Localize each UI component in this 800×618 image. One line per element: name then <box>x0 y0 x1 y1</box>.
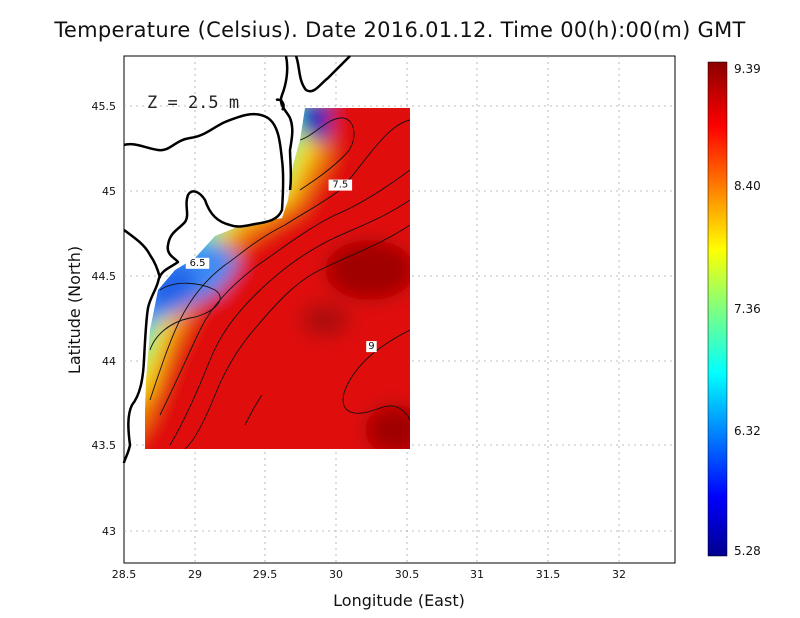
x-tick: 30.5 <box>395 568 420 581</box>
colorbar-tick: 6.32 <box>734 424 761 438</box>
contour-labels: 7.5 6.5 9 <box>185 179 377 353</box>
contour-lines <box>149 117 410 449</box>
coastline <box>122 55 351 464</box>
colorbar-tick: 8.40 <box>734 179 761 193</box>
contour-label-bg <box>366 341 377 353</box>
y-tick: 43 <box>102 525 116 538</box>
x-tick: 30 <box>329 568 343 581</box>
y-axis-ticks: 43 43.5 44 44.5 45 45.5 <box>92 100 117 538</box>
contour-label: 7.5 <box>332 180 348 191</box>
x-tick: 31.5 <box>536 568 561 581</box>
x-tick: 29.5 <box>253 568 278 581</box>
x-axis-label: Longitude (East) <box>333 591 465 610</box>
x-tick: 32 <box>612 568 626 581</box>
colorbar-tick: 7.36 <box>734 302 761 316</box>
x-tick: 28.5 <box>112 568 137 581</box>
y-tick: 44.5 <box>92 270 117 283</box>
depth-label: Z = 2.5 m <box>147 93 239 113</box>
colorbar-ticks: 9.39 8.40 7.36 6.32 5.28 <box>734 62 761 558</box>
y-tick: 45 <box>102 185 116 198</box>
y-tick: 45.5 <box>92 100 117 113</box>
y-tick: 44 <box>102 355 116 368</box>
contour-label-bg <box>328 179 353 191</box>
contour-label: 9 <box>368 341 374 352</box>
contour-label-bg <box>185 257 210 269</box>
contour-label: 6.5 <box>190 258 206 269</box>
x-axis-ticks: 28.5 29 29.5 30 30.5 31 31.5 32 <box>112 568 626 581</box>
y-axis-label: Latitude (North) <box>65 246 84 374</box>
y-tick: 43.5 <box>92 439 117 452</box>
colorbar-tick: 9.39 <box>734 62 761 76</box>
chart-title: Temperature (Celsius). Date 2016.01.12. … <box>54 18 746 42</box>
colorbar-tick: 5.28 <box>734 544 761 558</box>
x-tick: 31 <box>470 568 484 581</box>
x-tick: 29 <box>188 568 202 581</box>
colorbar <box>707 61 728 557</box>
